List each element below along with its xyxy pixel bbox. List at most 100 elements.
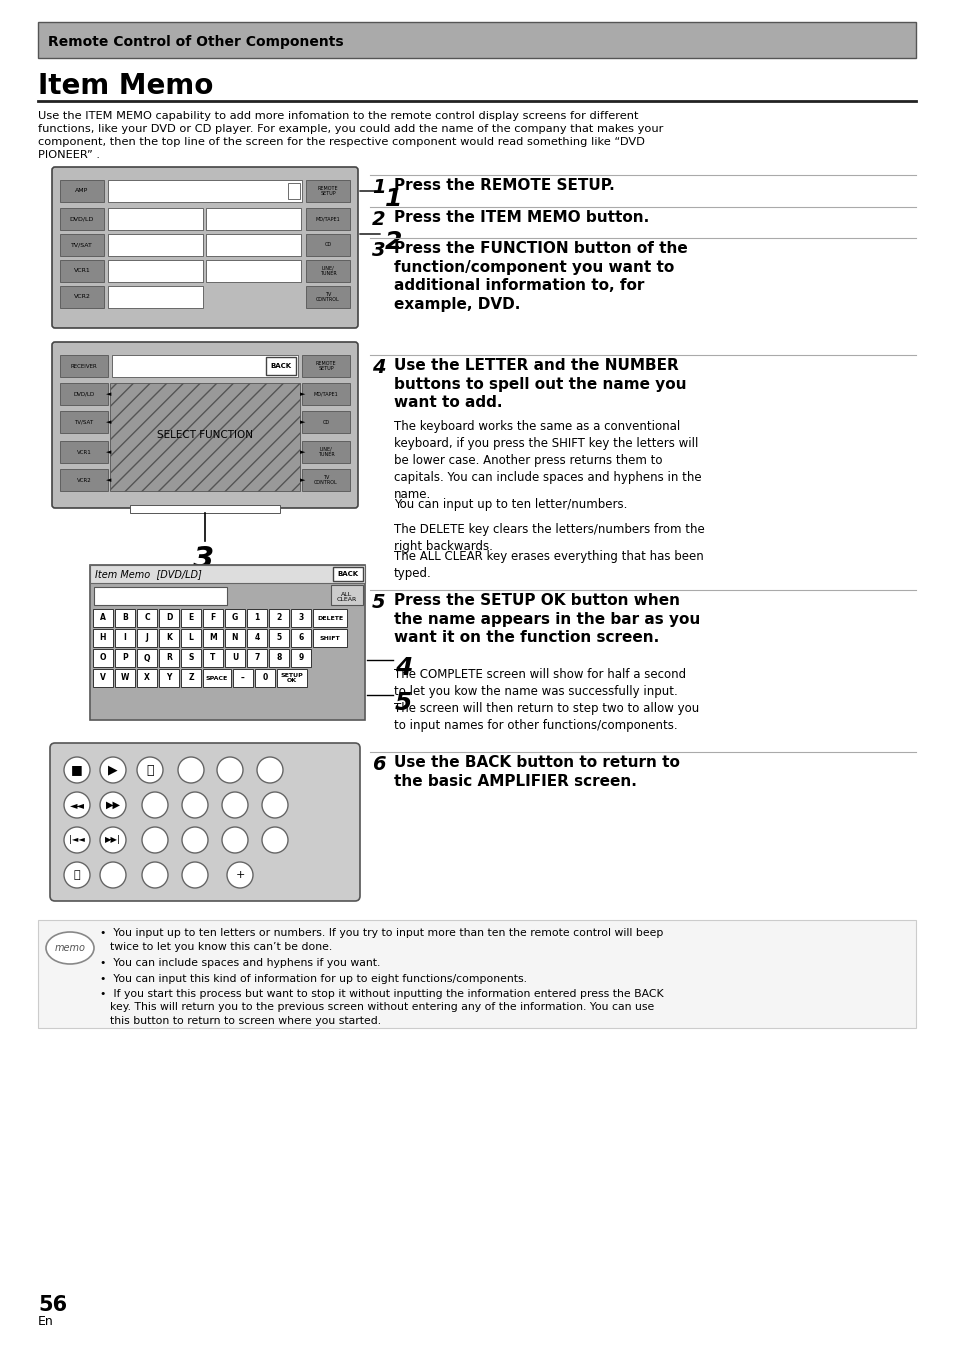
Bar [159,630,179,647]
Text: SHIFT: SHIFT [319,635,340,640]
Text: twice to let you know this can’t be done.: twice to let you know this can’t be done… [110,941,332,952]
Circle shape [137,758,163,783]
Circle shape [178,758,204,783]
Text: ◄: ◄ [106,391,111,398]
Text: Use the LETTER and the NUMBER
buttons to spell out the name you
want to add.: Use the LETTER and the NUMBER buttons to… [394,359,686,410]
Bar [331,585,363,605]
Circle shape [182,861,208,888]
Text: C: C [144,613,150,623]
Text: P: P [122,654,128,662]
Text: I: I [124,634,127,643]
Bar [115,648,135,667]
Bar [38,22,915,58]
Text: 5: 5 [395,692,412,714]
Text: S: S [188,654,193,662]
Bar [181,609,201,627]
Bar [225,630,245,647]
Text: E: E [188,613,193,623]
Bar [254,669,274,687]
Text: ▶: ▶ [108,763,117,776]
Bar [302,441,350,462]
Text: •  You can input this kind of information for up to eight functions/components.: • You can input this kind of information… [100,973,526,984]
Bar [108,235,203,256]
Bar [92,669,112,687]
Text: ⏻: ⏻ [73,869,80,880]
Text: Remote Control of Other Components: Remote Control of Other Components [48,35,343,49]
Bar [306,235,350,256]
Text: O: O [100,654,106,662]
Bar [108,181,302,202]
Bar [108,208,203,231]
Bar [110,383,299,491]
Text: ALL
CLEAR: ALL CLEAR [336,592,356,603]
Circle shape [262,828,288,853]
Bar [60,411,108,433]
Text: L: L [189,634,193,643]
Bar [269,609,289,627]
Text: M: M [209,634,216,643]
Bar [302,411,350,433]
Bar [60,235,104,256]
Text: VCR1: VCR1 [76,449,91,454]
Text: this button to return to screen where you started.: this button to return to screen where yo… [110,1016,381,1026]
Bar [313,609,347,627]
Text: 2: 2 [372,210,385,229]
Bar [302,383,350,404]
Bar [288,183,299,200]
Text: ▶▶|: ▶▶| [105,836,121,844]
Bar [313,630,347,647]
Bar [181,669,201,687]
Ellipse shape [46,931,94,964]
Text: DELETE: DELETE [316,616,343,620]
Text: 0: 0 [262,674,268,682]
Text: F: F [211,613,215,623]
Text: TV
CONTROL: TV CONTROL [314,474,337,485]
Text: LINE/
TUNER: LINE/ TUNER [319,266,336,276]
Bar [60,441,108,462]
Bar [112,355,297,377]
Text: •  If you start this process but want to stop it without inputting the informati: • If you start this process but want to … [100,989,663,999]
Bar [291,630,311,647]
Bar [333,568,363,581]
Bar [203,648,223,667]
Bar [206,208,301,231]
Text: U: U [232,654,238,662]
Text: CD: CD [322,419,329,425]
Text: BACK: BACK [337,572,358,577]
Bar [247,630,267,647]
Bar [269,648,289,667]
Text: VCR2: VCR2 [73,294,91,299]
Text: H: H [100,634,106,643]
Text: REMOTE
SETUP: REMOTE SETUP [317,186,338,197]
Text: The keyboard works the same as a conventional
keyboard, if you press the SHIFT k: The keyboard works the same as a convent… [394,421,700,501]
Bar [247,648,267,667]
Text: 9: 9 [298,654,303,662]
Text: 1: 1 [372,178,385,197]
Text: •  You input up to ten letters or numbers. If you try to input more than ten the: • You input up to ten letters or numbers… [100,927,662,938]
Circle shape [182,793,208,818]
Bar [38,919,915,1029]
Circle shape [64,861,90,888]
Bar [94,586,227,605]
Bar [60,208,104,231]
Bar [115,669,135,687]
Text: ►: ► [299,449,305,456]
Circle shape [256,758,283,783]
Bar [306,181,350,202]
Bar [159,669,179,687]
Text: 2: 2 [385,231,402,253]
Text: J: J [146,634,149,643]
Text: V: V [100,674,106,682]
Bar [206,235,301,256]
Text: Press the FUNCTION button of the
function/component you want to
additional infor: Press the FUNCTION button of the functio… [394,241,687,311]
Bar [130,506,280,514]
Bar [137,630,157,647]
Text: functions, like your DVD or CD player. For example, you could add the name of th: functions, like your DVD or CD player. F… [38,124,662,133]
Text: DVD/LD: DVD/LD [70,217,94,221]
Bar [233,669,253,687]
Circle shape [222,793,248,818]
Text: VCR1: VCR1 [73,268,91,274]
Text: Y: Y [166,674,172,682]
Circle shape [100,758,126,783]
Bar [91,566,364,718]
